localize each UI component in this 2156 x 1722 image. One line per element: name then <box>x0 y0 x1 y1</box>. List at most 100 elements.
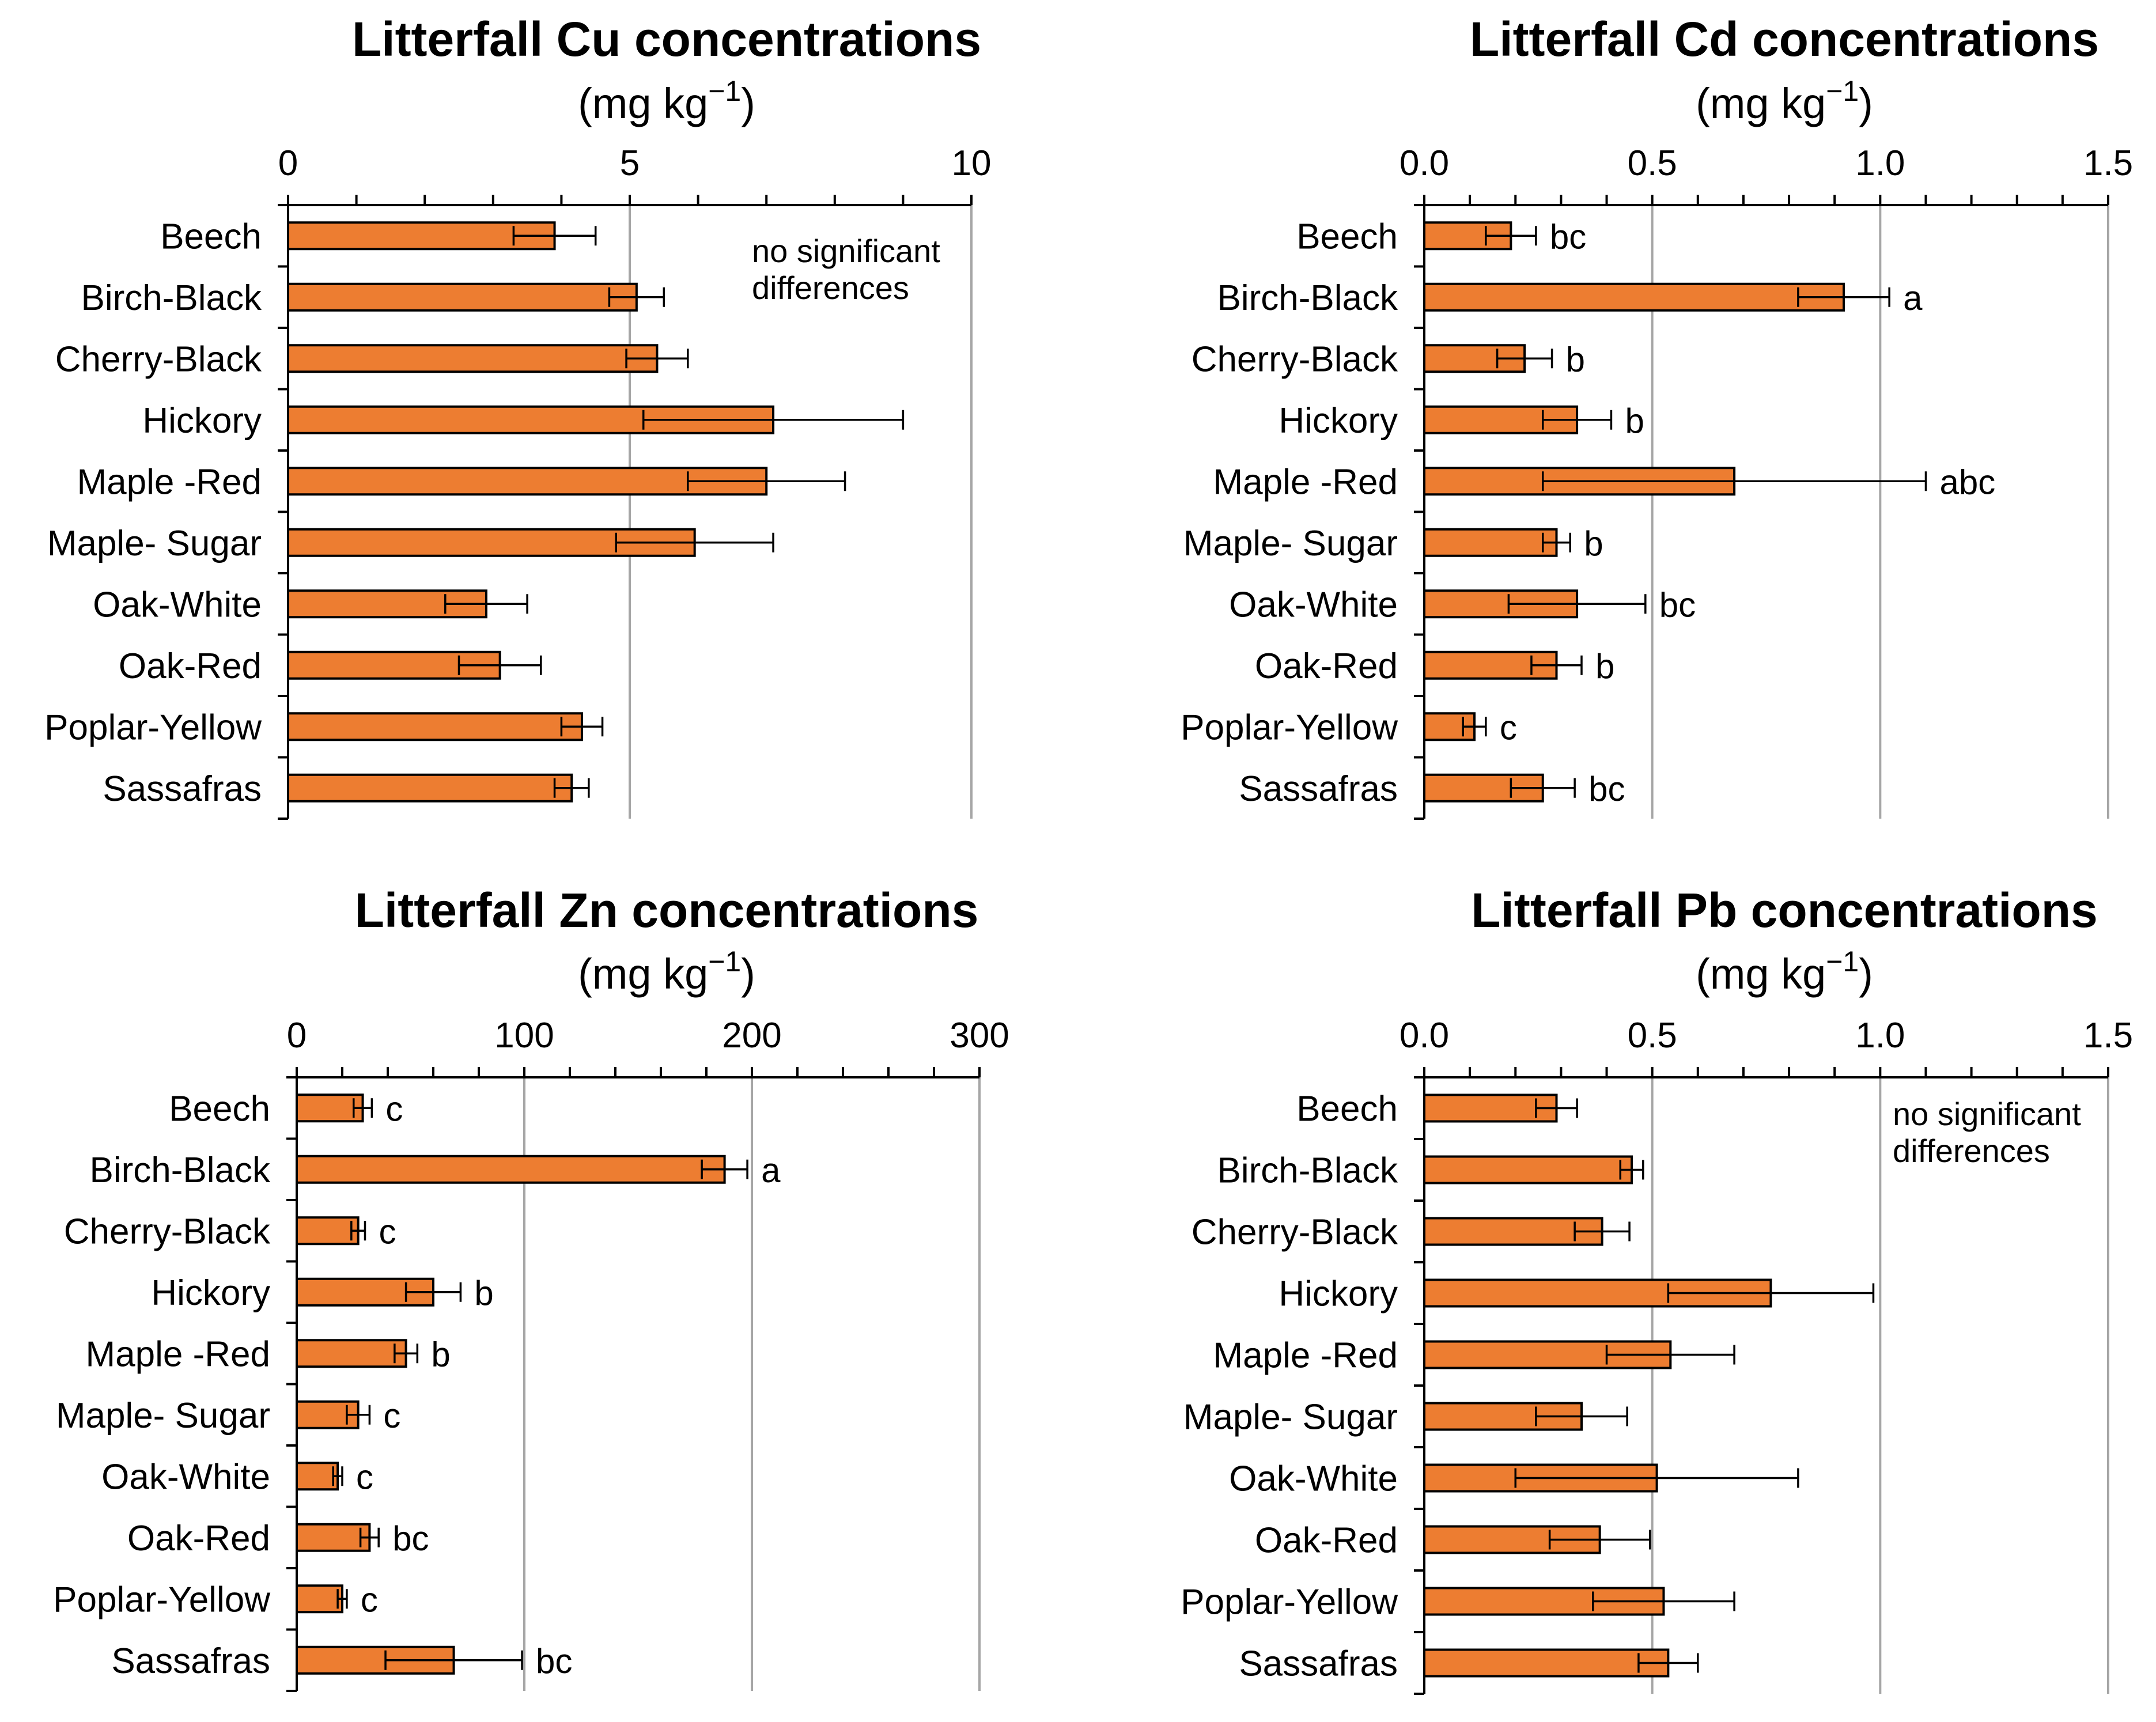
x-tick-label: 0.5 <box>1628 143 1677 183</box>
units-label: (mg kg−1) <box>1696 945 1873 998</box>
y-category-label: Oak-White <box>1229 1459 1398 1499</box>
chart-panel-cu: Litterfall Cu concentrations (mg kg−1) 0… <box>44 12 991 820</box>
y-category-label: Sassafras <box>1239 1644 1398 1684</box>
y-category-label: Maple -Red <box>77 462 262 502</box>
significance-letter: c <box>361 1580 378 1619</box>
chart-title: Litterfall Cu concentrations <box>352 12 981 66</box>
bar <box>296 1462 339 1491</box>
significance-letter: b <box>474 1274 493 1312</box>
y-category-label: Beech <box>1296 217 1398 256</box>
significance-letter: c <box>383 1396 400 1435</box>
significance-letter: a <box>761 1151 781 1190</box>
y-category-label: Sassafras <box>1239 769 1398 809</box>
y-category-label: Birch-Black <box>1217 278 1398 318</box>
y-category-label: Poplar-Yellow <box>1181 1583 1398 1622</box>
plot-area: 0 5 10 Beech Birch-Black Cherry-Black Hickory M… <box>44 143 991 820</box>
y-category-label: Oak-Red <box>1255 646 1398 686</box>
significance-letter: b <box>1584 524 1603 563</box>
units-label: (mg kg−1) <box>578 75 755 127</box>
x-tick-label: 300 <box>950 1016 1009 1055</box>
significance-letter: bc <box>1659 585 1696 624</box>
significance-letter: b <box>1566 340 1585 379</box>
annotation-note: differences <box>752 270 909 306</box>
x-tick-label: 1.0 <box>1855 143 1905 183</box>
y-category-label: Oak-White <box>1229 585 1398 625</box>
x-tick-label: 0.0 <box>1399 1016 1449 1055</box>
y-category-label: Oak-Red <box>127 1519 270 1558</box>
x-tick-label: 0.0 <box>1399 143 1449 183</box>
bar <box>296 1584 343 1614</box>
x-tick-label: 0 <box>287 1016 307 1055</box>
plot-area: 0.0 0.5 1.0 1.5 Beech Birch-Black Cherry-Black… <box>1181 1016 2133 1695</box>
significance-letter: bc <box>1550 217 1586 256</box>
y-category-label: Cherry-Black <box>64 1212 271 1251</box>
y-category-label: Beech <box>160 217 262 256</box>
significance-letter: c <box>385 1089 403 1128</box>
y-category-label: Maple -Red <box>1213 1336 1398 1376</box>
y-category-label: Oak-White <box>101 1457 270 1497</box>
bar <box>296 1339 407 1368</box>
annotation-note: no significant <box>1893 1096 2081 1132</box>
x-tick-label: 1.5 <box>2083 143 2133 183</box>
y-category-label: Hickory <box>142 401 262 441</box>
bar <box>1423 282 1845 312</box>
y-category-label: Oak-Red <box>1255 1521 1398 1561</box>
units-exponent: −1 <box>1826 75 1859 107</box>
bar <box>296 1155 726 1184</box>
y-category-label: Beech <box>169 1089 270 1129</box>
significance-letter: b <box>1595 647 1614 686</box>
chart-title: Litterfall Cd concentrations <box>1470 12 2099 66</box>
y-category-label: Cherry-Black <box>55 339 262 379</box>
y-category-label: Cherry-Black <box>1192 339 1398 379</box>
chart-panel-pb: Litterfall Pb concentrations (mg kg−1) 0… <box>1181 883 2133 1695</box>
units-exponent: −1 <box>708 945 741 978</box>
x-tick-label: 200 <box>722 1016 781 1055</box>
x-tick-label: 0 <box>278 143 298 183</box>
y-category-label: Beech <box>1296 1089 1398 1129</box>
bar <box>1423 1155 1633 1184</box>
bar <box>296 1216 360 1246</box>
bar <box>296 1093 364 1123</box>
x-tick-label: 100 <box>494 1016 554 1055</box>
y-category-label: Poplar-Yellow <box>44 707 262 747</box>
y-category-label: Hickory <box>1279 1274 1398 1314</box>
bar <box>1423 1648 1670 1678</box>
y-category-label: Maple- Sugar <box>1183 524 1398 563</box>
significance-letter: b <box>1625 402 1644 440</box>
y-category-label: Poplar-Yellow <box>53 1580 270 1619</box>
significance-letter: c <box>356 1458 373 1496</box>
significance-letter: b <box>431 1335 450 1373</box>
chart-panel-zn: Litterfall Zn concentrations (mg kg−1) 0… <box>53 883 1009 1692</box>
y-category-label: Oak-White <box>93 585 262 625</box>
x-tick-label: 0.5 <box>1628 1016 1677 1055</box>
x-tick-label: 5 <box>620 143 640 183</box>
y-category-label: Hickory <box>1279 401 1398 441</box>
significance-letter: c <box>379 1212 396 1251</box>
units-label: (mg kg−1) <box>1696 75 1873 127</box>
significance-letter: bc <box>392 1519 429 1558</box>
chart-title: Litterfall Zn concentrations <box>355 883 979 937</box>
significance-letter: bc <box>1588 770 1625 808</box>
chart-panel-cd: Litterfall Cd concentrations (mg kg−1) 0… <box>1181 12 2133 820</box>
y-category-label: Maple -Red <box>86 1334 270 1374</box>
y-category-label: Sassafras <box>103 769 262 809</box>
bar <box>287 282 638 312</box>
y-category-label: Oak-Red <box>119 646 262 686</box>
chart-title: Litterfall Pb concentrations <box>1471 883 2098 937</box>
bar <box>1423 528 1558 557</box>
y-category-label: Sassafras <box>111 1641 270 1681</box>
y-category-label: Maple- Sugar <box>1183 1398 1398 1437</box>
significance-letter: a <box>1903 279 1923 317</box>
y-category-label: Birch-Black <box>89 1150 271 1190</box>
units-exponent: −1 <box>1826 945 1859 978</box>
plot-area: 0 100 200 300 Beech c Birch-Black a Cherry-Black… <box>53 1016 1009 1692</box>
bar <box>287 773 573 803</box>
y-category-label: Maple- Sugar <box>56 1396 270 1436</box>
y-category-label: Maple -Red <box>1213 462 1398 502</box>
x-tick-label: 1.5 <box>2083 1016 2133 1055</box>
significance-letter: c <box>1500 708 1517 747</box>
